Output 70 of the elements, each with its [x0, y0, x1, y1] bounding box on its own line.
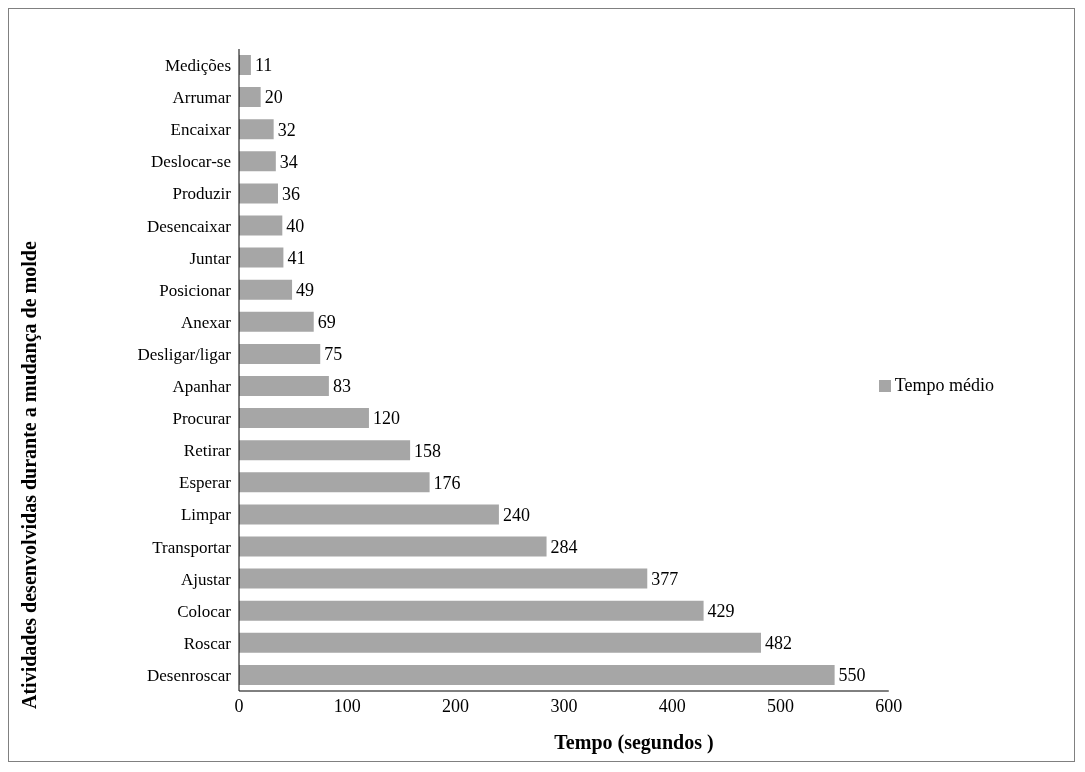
data-label: 36: [281, 183, 300, 204]
data-label: 20: [264, 87, 283, 108]
bar: [239, 151, 276, 172]
y-tick-label: Colocar: [177, 601, 232, 621]
x-tick-label: 200: [442, 695, 470, 716]
data-label: 41: [287, 247, 306, 268]
y-tick-label: Ajustar: [180, 569, 232, 589]
y-tick-label: Apanhar: [172, 377, 232, 397]
data-label: 377: [651, 568, 679, 589]
bar: [239, 87, 261, 108]
x-axis-title: Tempo (segundos ): [553, 731, 715, 754]
bar: [239, 536, 547, 557]
y-tick-label: Transportar: [152, 537, 232, 557]
y-tick-label: Deslocar-se: [151, 152, 231, 172]
x-tick-label: 0: [234, 695, 244, 716]
data-label: 158: [414, 440, 442, 461]
bar: [239, 472, 430, 493]
y-tick-label: Retirar: [183, 441, 232, 461]
data-label: 482: [764, 633, 792, 654]
x-tick-label: 500: [766, 695, 794, 716]
y-tick-label: Desenroscar: [146, 665, 232, 685]
y-tick-label: Desencaixar: [146, 216, 232, 236]
y-tick-label: Esperar: [179, 473, 232, 493]
x-tick-label: 300: [550, 695, 578, 716]
y-tick-label: Procurar: [172, 409, 232, 429]
data-label: 83: [332, 376, 351, 397]
data-label: 40: [286, 215, 305, 236]
data-label: 176: [433, 472, 461, 493]
y-tick-label: Posicionar: [159, 280, 232, 300]
y-tick-label: Juntar: [189, 248, 232, 268]
data-label: 284: [550, 536, 578, 557]
y-tick-label: Arrumar: [172, 88, 232, 108]
bar: [239, 247, 284, 268]
y-tick-label: Limpar: [180, 505, 232, 525]
data-label: 429: [707, 601, 735, 622]
y-tick-label: Medições: [164, 56, 231, 76]
bar: [239, 600, 704, 621]
bar: [239, 504, 499, 525]
y-axis-title: Atividades desenvolvidas durante a mudança de molde: [17, 240, 42, 709]
bar: [239, 408, 369, 429]
bar: [239, 664, 835, 685]
y-tick-label: Desligar/ligar: [137, 344, 232, 364]
bar: [239, 376, 329, 396]
bar: [239, 632, 761, 653]
bar: [239, 119, 274, 140]
data-label: 75: [324, 344, 343, 365]
data-label: 550: [838, 665, 866, 686]
x-tick-label: 400: [658, 695, 686, 716]
y-tick-label: Roscar: [183, 633, 232, 653]
y-tick-label: Anexar: [180, 312, 232, 332]
bar: [239, 343, 321, 364]
bar: [239, 440, 411, 461]
bar: [239, 55, 251, 75]
bar: [239, 568, 648, 589]
data-label: 32: [277, 119, 296, 140]
legend-label: Tempo médio: [894, 374, 994, 395]
data-label: 69: [317, 312, 336, 333]
data-label: 240: [502, 504, 530, 525]
x-tick-label: 600: [875, 695, 903, 716]
data-label: 49: [296, 280, 315, 301]
bar: [239, 183, 278, 204]
bar: [239, 311, 314, 332]
y-tick-label: Encaixar: [170, 120, 232, 140]
data-label: 120: [372, 408, 400, 429]
data-label: 11: [254, 55, 273, 76]
data-label: 34: [279, 151, 298, 172]
x-tick-label: 100: [333, 695, 361, 716]
y-tick-label: Produzir: [172, 184, 232, 204]
bar: [239, 279, 293, 300]
bar: [239, 215, 283, 236]
